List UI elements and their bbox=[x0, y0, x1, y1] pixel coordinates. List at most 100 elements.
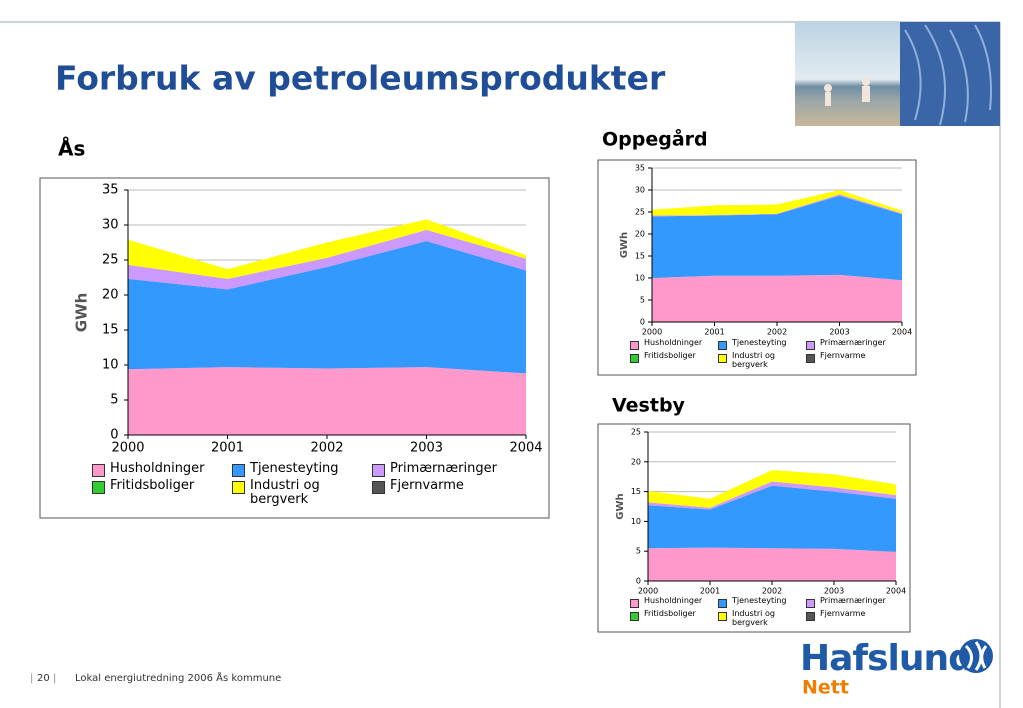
logo-text: Hafslund bbox=[800, 638, 973, 679]
legend-item: Husholdninger bbox=[92, 461, 232, 477]
y-tick-label: 0 bbox=[636, 577, 641, 586]
legend-item: Tjenesteyting bbox=[232, 461, 372, 477]
legend-swatch bbox=[806, 341, 815, 350]
area bbox=[648, 547, 896, 581]
slide-title: Forbruk av petroleumsprodukter bbox=[55, 59, 666, 98]
legend-swatch bbox=[806, 599, 815, 608]
legend-label: Industri og bergverk bbox=[732, 351, 775, 369]
legend-label: Fritidsboliger bbox=[110, 478, 195, 493]
photo-figure bbox=[824, 84, 832, 92]
photo-pattern bbox=[900, 22, 1000, 126]
legend-item: Industri og bergverk bbox=[718, 609, 806, 628]
chart-title: Oppegård bbox=[602, 127, 708, 151]
photo-figure bbox=[862, 86, 870, 102]
legend-swatch bbox=[232, 481, 245, 494]
y-axis-label: GWh bbox=[73, 293, 91, 333]
legend-swatch bbox=[718, 612, 727, 621]
y-tick-label: 15 bbox=[102, 323, 119, 338]
x-tick-label: 2002 bbox=[762, 586, 782, 595]
legend-item: Fjernvarme bbox=[806, 609, 894, 628]
y-tick-label: 10 bbox=[102, 358, 119, 373]
chart-title: Vestby bbox=[612, 395, 686, 417]
x-tick-label: 2000 bbox=[638, 586, 658, 595]
legend-item: Primærnæringer bbox=[372, 461, 512, 477]
logo-sub: Nett bbox=[802, 677, 849, 699]
x-tick-label: 2001 bbox=[211, 440, 244, 455]
y-tick-label: 25 bbox=[102, 253, 119, 268]
legend-swatch bbox=[630, 612, 639, 621]
legend-item: Fritidsboliger bbox=[630, 609, 718, 628]
legend-item: Fritidsboliger bbox=[630, 351, 718, 370]
legend-swatch bbox=[718, 354, 727, 363]
x-tick-label: 2002 bbox=[767, 327, 787, 336]
legend-item: Fjernvarme bbox=[806, 351, 894, 370]
legend-item: Tjenesteyting bbox=[718, 338, 806, 350]
y-tick-label: 25 bbox=[635, 208, 645, 217]
legend-swatch bbox=[92, 464, 105, 477]
y-tick-label: 30 bbox=[102, 218, 119, 233]
legend-item: Industri og bergverk bbox=[718, 351, 806, 370]
x-tick-label: 2000 bbox=[111, 440, 144, 455]
legend-swatch bbox=[718, 599, 727, 608]
y-tick-label: 35 bbox=[635, 164, 645, 173]
legend-swatch bbox=[232, 464, 245, 477]
y-tick-label: 10 bbox=[631, 517, 641, 526]
x-tick-label: 2004 bbox=[892, 327, 912, 336]
y-axis-label: GWh bbox=[615, 493, 626, 519]
footer-sep: | bbox=[53, 673, 56, 684]
legend-item: Primærnæringer bbox=[806, 596, 894, 608]
photo bbox=[795, 22, 900, 126]
photo-figure bbox=[862, 78, 870, 86]
legend-swatch bbox=[630, 341, 639, 350]
y-tick-label: 0 bbox=[640, 318, 645, 327]
legend-label: Primærnæringer bbox=[820, 338, 886, 347]
legend-label: Fritidsboliger bbox=[644, 351, 696, 360]
y-tick-label: 5 bbox=[640, 296, 645, 305]
legend-label: Husholdninger bbox=[644, 596, 703, 605]
area bbox=[648, 470, 896, 508]
area bbox=[128, 229, 526, 290]
area bbox=[128, 241, 526, 374]
x-tick-label: 2003 bbox=[829, 327, 849, 336]
chart-title: Ås bbox=[58, 137, 85, 161]
x-tick-label: 2004 bbox=[509, 440, 542, 455]
x-tick-label: 2003 bbox=[410, 440, 443, 455]
legend-label: Tjenesteyting bbox=[732, 338, 787, 347]
legend-item: Industri og bergverk bbox=[232, 478, 372, 508]
area bbox=[652, 274, 902, 322]
legend-item: Husholdninger bbox=[630, 596, 718, 608]
y-tick-label: 10 bbox=[635, 274, 645, 283]
y-tick-label: 5 bbox=[636, 547, 641, 556]
legend: Husholdninger Tjenesteyting Primærnæringer… bbox=[92, 461, 512, 508]
y-tick-label: 20 bbox=[102, 288, 119, 303]
legend-label: Fjernvarme bbox=[820, 609, 866, 618]
legend: Husholdninger Tjenesteyting Primærnæringer… bbox=[630, 338, 894, 370]
y-tick-label: 30 bbox=[635, 186, 645, 195]
legend-swatch bbox=[630, 354, 639, 363]
legend-item: Fritidsboliger bbox=[92, 478, 232, 508]
area bbox=[648, 481, 896, 510]
legend-label: Husholdninger bbox=[644, 338, 703, 347]
legend-swatch bbox=[372, 481, 385, 494]
y-tick-label: 20 bbox=[635, 230, 645, 239]
legend-swatch bbox=[630, 599, 639, 608]
legend-item: Fjernvarme bbox=[372, 478, 512, 508]
legend-label: Primærnæringer bbox=[390, 461, 497, 476]
legend-swatch bbox=[806, 612, 815, 621]
legend-item: Primærnæringer bbox=[806, 338, 894, 350]
area bbox=[652, 190, 902, 216]
x-tick-label: 2000 bbox=[642, 327, 662, 336]
logo-icon-lines bbox=[964, 641, 988, 671]
x-tick-label: 2001 bbox=[700, 586, 720, 595]
x-tick-label: 2002 bbox=[310, 440, 343, 455]
footer-sep: | bbox=[30, 673, 33, 684]
y-tick-label: 25 bbox=[631, 428, 641, 437]
x-tick-label: 2004 bbox=[886, 586, 906, 595]
y-tick-label: 20 bbox=[631, 457, 641, 466]
y-tick-label: 15 bbox=[631, 487, 641, 496]
y-tick-label: 0 bbox=[110, 428, 118, 443]
footer-text: Lokal energiutredning 2006 Ås kommune bbox=[75, 671, 281, 684]
legend-label: Tjenesteyting bbox=[250, 461, 339, 476]
